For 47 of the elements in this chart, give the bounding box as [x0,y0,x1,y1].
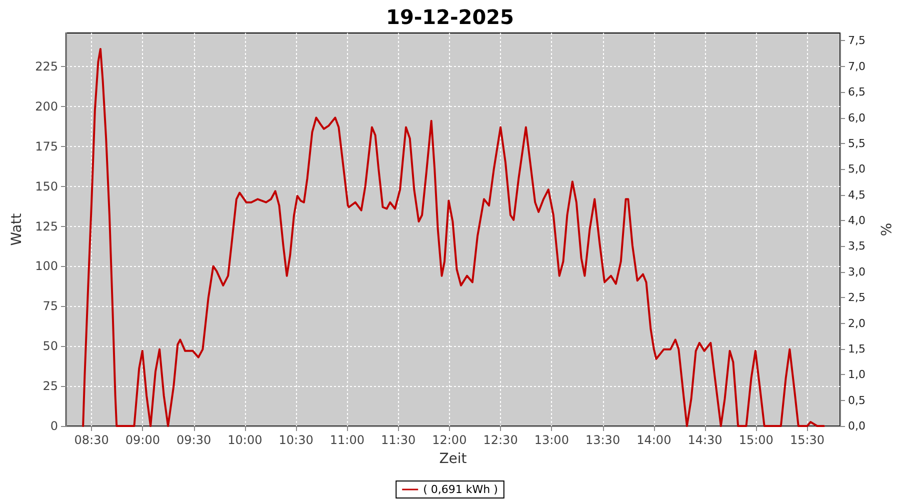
y2-tick-label: 3,5 [848,240,866,253]
y-tick-label: 0 [50,419,58,433]
y2-tick-label: 0,0 [848,420,866,432]
y-tick-label: 225 [35,60,58,74]
y2-tick-label: 2,5 [848,291,866,304]
y-tick-label: 100 [35,259,58,274]
x-tick-label: 15:30 [790,433,825,447]
y-tick-label: 50 [42,339,58,354]
x-tick-label: 10:00 [228,433,262,447]
line-series [82,48,825,427]
y2-tick-label: 6,5 [848,86,866,99]
y2-tick-label: 2,0 [848,316,866,330]
x-tick-label: 11:00 [330,433,364,447]
y2-tick-label: 6,0 [848,111,866,124]
x-tick-label: 12:30 [483,433,518,447]
x-tick-label: 14:00 [636,433,672,447]
y-tick-label: 125 [35,219,58,234]
x-tick-label: 13:30 [585,433,620,447]
y2-tick-label: 3,0 [848,265,866,278]
x-tick-label: 13:00 [534,433,569,447]
x-tick-label: 15:00 [738,433,774,447]
y-tick-label: 200 [35,99,58,114]
y2-tick-label: 1,0 [848,368,866,382]
y-tick-label: 75 [42,299,58,314]
y2-axis-title: % [877,222,893,236]
x-tick-label: 09:30 [176,433,212,447]
y-axis-title: Watt [9,212,26,246]
y2-tick-label: 0,5 [848,394,866,407]
y2-tick-label: 7,0 [848,60,866,73]
x-tick-label: 08:30 [74,433,109,447]
legend-label: ( 0,691 kWh ) [423,483,498,496]
y2-tick-label: 5,0 [848,162,866,176]
y-tick-label: 175 [35,139,58,154]
y-tick-label: 150 [35,179,58,194]
y2-tick-label: 5,5 [848,136,866,150]
chart-title: 19-12-2025 [386,5,514,29]
x-tick-label: 09:00 [125,433,160,447]
x-tick-label: 10:30 [278,433,314,447]
x-tick-label: 12:00 [432,433,467,447]
x-tick-label: 14:30 [688,433,722,447]
x-tick-label: 11:30 [381,433,416,447]
y-tick-label: 25 [42,379,58,394]
y2-tick-label: 4,5 [848,188,866,202]
y2-tick-label: 4,0 [848,214,866,228]
x-axis-title: Zeit [439,451,468,467]
y2-tick-label: 7,5 [848,34,866,48]
y2-tick-label: 1,5 [848,342,866,356]
